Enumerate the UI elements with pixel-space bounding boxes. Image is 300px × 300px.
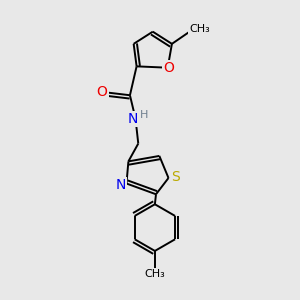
Text: O: O [97, 85, 108, 100]
Text: CH₃: CH₃ [145, 269, 165, 279]
Text: O: O [163, 61, 174, 75]
Text: CH₃: CH₃ [189, 24, 210, 34]
Text: N: N [116, 178, 126, 192]
Text: H: H [140, 110, 148, 120]
Text: S: S [171, 170, 179, 184]
Text: N: N [128, 112, 138, 126]
